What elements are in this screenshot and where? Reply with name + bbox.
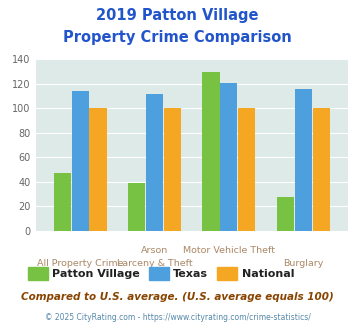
Text: Burglary: Burglary bbox=[283, 259, 323, 268]
Bar bbox=[202, 72, 220, 231]
Text: Motor Vehicle Theft: Motor Vehicle Theft bbox=[183, 246, 275, 255]
Text: All Property Crime: All Property Crime bbox=[37, 259, 124, 268]
Bar bbox=[312, 109, 330, 231]
Bar bbox=[238, 109, 255, 231]
Text: Larceny & Theft: Larceny & Theft bbox=[117, 259, 192, 268]
Text: © 2025 CityRating.com - https://www.cityrating.com/crime-statistics/: © 2025 CityRating.com - https://www.city… bbox=[45, 314, 310, 322]
Bar bbox=[295, 89, 312, 231]
Text: Compared to U.S. average. (U.S. average equals 100): Compared to U.S. average. (U.S. average … bbox=[21, 292, 334, 302]
Text: Property Crime Comparison: Property Crime Comparison bbox=[63, 30, 292, 45]
Bar bbox=[277, 197, 294, 231]
Bar bbox=[164, 109, 181, 231]
Bar bbox=[128, 183, 145, 231]
Bar bbox=[146, 94, 163, 231]
Legend: Patton Village, Texas, National: Patton Village, Texas, National bbox=[23, 263, 299, 284]
Bar bbox=[220, 83, 237, 231]
Text: 2019 Patton Village: 2019 Patton Village bbox=[96, 8, 259, 23]
Bar bbox=[89, 109, 106, 231]
Bar bbox=[72, 91, 89, 231]
Text: Arson: Arson bbox=[141, 246, 168, 255]
Bar bbox=[54, 173, 71, 231]
